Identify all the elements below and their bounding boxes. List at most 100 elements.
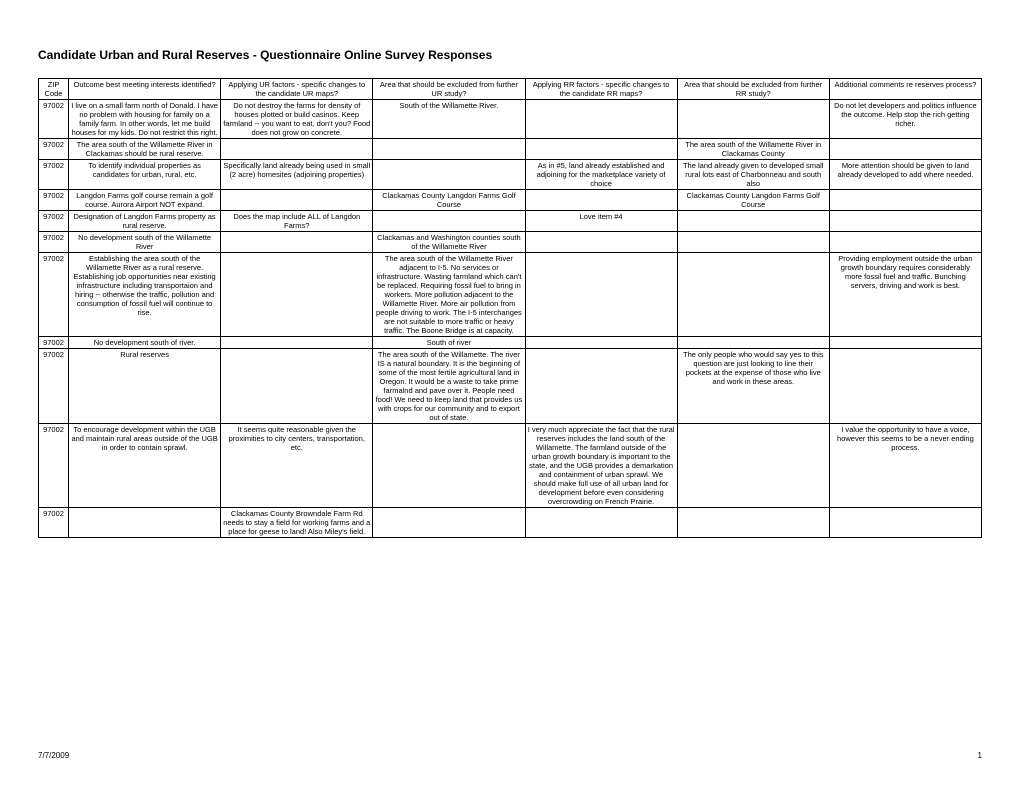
table-cell: 97002 [39,211,69,232]
table-cell: The only people who would say yes to thi… [677,349,829,424]
table-row: 97002The area south of the Willamette Ri… [39,139,982,160]
page-footer: 7/7/2009 1 [38,751,982,760]
table-cell: 97002 [39,100,69,139]
column-header: Outcome best meeting interests identifie… [69,79,221,100]
table-cell: The land already given to developed smal… [677,160,829,190]
footer-page-number: 1 [978,751,982,760]
table-cell: South of river [373,337,525,349]
table-cell: I value the opportunity to have a voice,… [829,424,981,508]
table-cell [829,337,981,349]
table-cell: 97002 [39,190,69,211]
table-cell [221,232,373,253]
table-cell [373,508,525,538]
table-cell: Langdon Farms golf course remain a golf … [69,190,221,211]
table-cell: No development south of the Willamette R… [69,232,221,253]
table-cell: Rural reserves [69,349,221,424]
table-cell: I very much appreciate the fact that the… [525,424,677,508]
table-cell [373,211,525,232]
table-cell [677,211,829,232]
column-header: Additional comments re reserves process? [829,79,981,100]
table-cell [677,232,829,253]
table-cell [221,139,373,160]
table-cell: South of the Willamette River. [373,100,525,139]
table-cell [221,337,373,349]
table-cell: Clackamas County Langdon Farms Golf Cour… [373,190,525,211]
table-cell: 97002 [39,232,69,253]
table-cell: To encourage development within the UGB … [69,424,221,508]
table-cell: To identify individual properties as can… [69,160,221,190]
table-cell [525,232,677,253]
table-cell [829,349,981,424]
table-row: 97002Rural reserves The area south of the… [39,349,982,424]
table-cell: I live on a small farm north of Donald. … [69,100,221,139]
table-header: ZIP CodeOutcome best meeting interests i… [39,79,982,100]
column-header: Applying RR factors - specific changes t… [525,79,677,100]
table-cell: 97002 [39,508,69,538]
table-cell [525,508,677,538]
column-header: Applying UR factors - specific changes t… [221,79,373,100]
table-cell [69,508,221,538]
table-cell [525,139,677,160]
table-cell: Does the map include ALL of Langdon Farm… [221,211,373,232]
table-cell: The area south of the Willamette River i… [677,139,829,160]
table-cell: No development south of river. [69,337,221,349]
table-cell [373,139,525,160]
table-cell: 97002 [39,337,69,349]
table-cell: Do not destroy the farms for density of … [221,100,373,139]
page-title: Candidate Urban and Rural Reserves - Que… [38,48,982,62]
column-header: Area that should be excluded from furthe… [677,79,829,100]
table-cell [677,508,829,538]
table-cell: Clackamas County Browndale Farm Rd needs… [221,508,373,538]
table-row: 97002Langdon Farms golf course remain a … [39,190,982,211]
document-page: Candidate Urban and Rural Reserves - Que… [0,0,1020,788]
table-row: 97002 Clackamas County Browndale Farm Rd … [39,508,982,538]
table-cell [373,424,525,508]
table-cell: More attention should be given to land a… [829,160,981,190]
table-cell [221,253,373,337]
table-cell [829,139,981,160]
table-cell: The area south of the Willamette River i… [69,139,221,160]
table-cell [525,253,677,337]
table-cell [829,508,981,538]
table-cell: Establishing the area south of the Willa… [69,253,221,337]
table-cell [373,160,525,190]
table-cell: 97002 [39,253,69,337]
table-cell [525,190,677,211]
table-cell [525,100,677,139]
table-row: 97002To encourage development within the… [39,424,982,508]
table-cell: Specifically land already being used in … [221,160,373,190]
table-cell: Do not let developers and politics influ… [829,100,981,139]
table-cell: Clackamas County Langdon Farms Golf Cour… [677,190,829,211]
table-cell [677,424,829,508]
table-cell: As in #5, land already established and a… [525,160,677,190]
table-cell: 97002 [39,160,69,190]
table-row: 97002No development south of the Willame… [39,232,982,253]
table-cell [221,190,373,211]
table-row: 97002To identify individual properties a… [39,160,982,190]
table-cell: The area south of the Willamette River a… [373,253,525,337]
table-cell [677,100,829,139]
table-cell [829,211,981,232]
table-cell [829,190,981,211]
table-cell: Love item #4 [525,211,677,232]
table-cell: Clackamas and Washington counties south … [373,232,525,253]
table-cell [525,349,677,424]
table-body: 97002I live on a small farm north of Don… [39,100,982,538]
responses-table: ZIP CodeOutcome best meeting interests i… [38,78,982,538]
table-row: 97002I live on a small farm north of Don… [39,100,982,139]
table-cell [829,232,981,253]
table-cell: 97002 [39,349,69,424]
table-cell: 97002 [39,139,69,160]
table-row: 97002Designation of Langdon Farms proper… [39,211,982,232]
column-header: Area that should be excluded from furthe… [373,79,525,100]
table-cell: 97002 [39,424,69,508]
table-cell: It seems quite reasonable given the prox… [221,424,373,508]
footer-date: 7/7/2009 [38,751,69,760]
table-cell [525,337,677,349]
table-cell [221,349,373,424]
table-cell: Designation of Langdon Farms property as… [69,211,221,232]
table-cell: Providing employment outside the urban g… [829,253,981,337]
table-cell [677,337,829,349]
table-row: 97002No development south of river. South… [39,337,982,349]
table-cell: The area south of the Willamette. The ri… [373,349,525,424]
